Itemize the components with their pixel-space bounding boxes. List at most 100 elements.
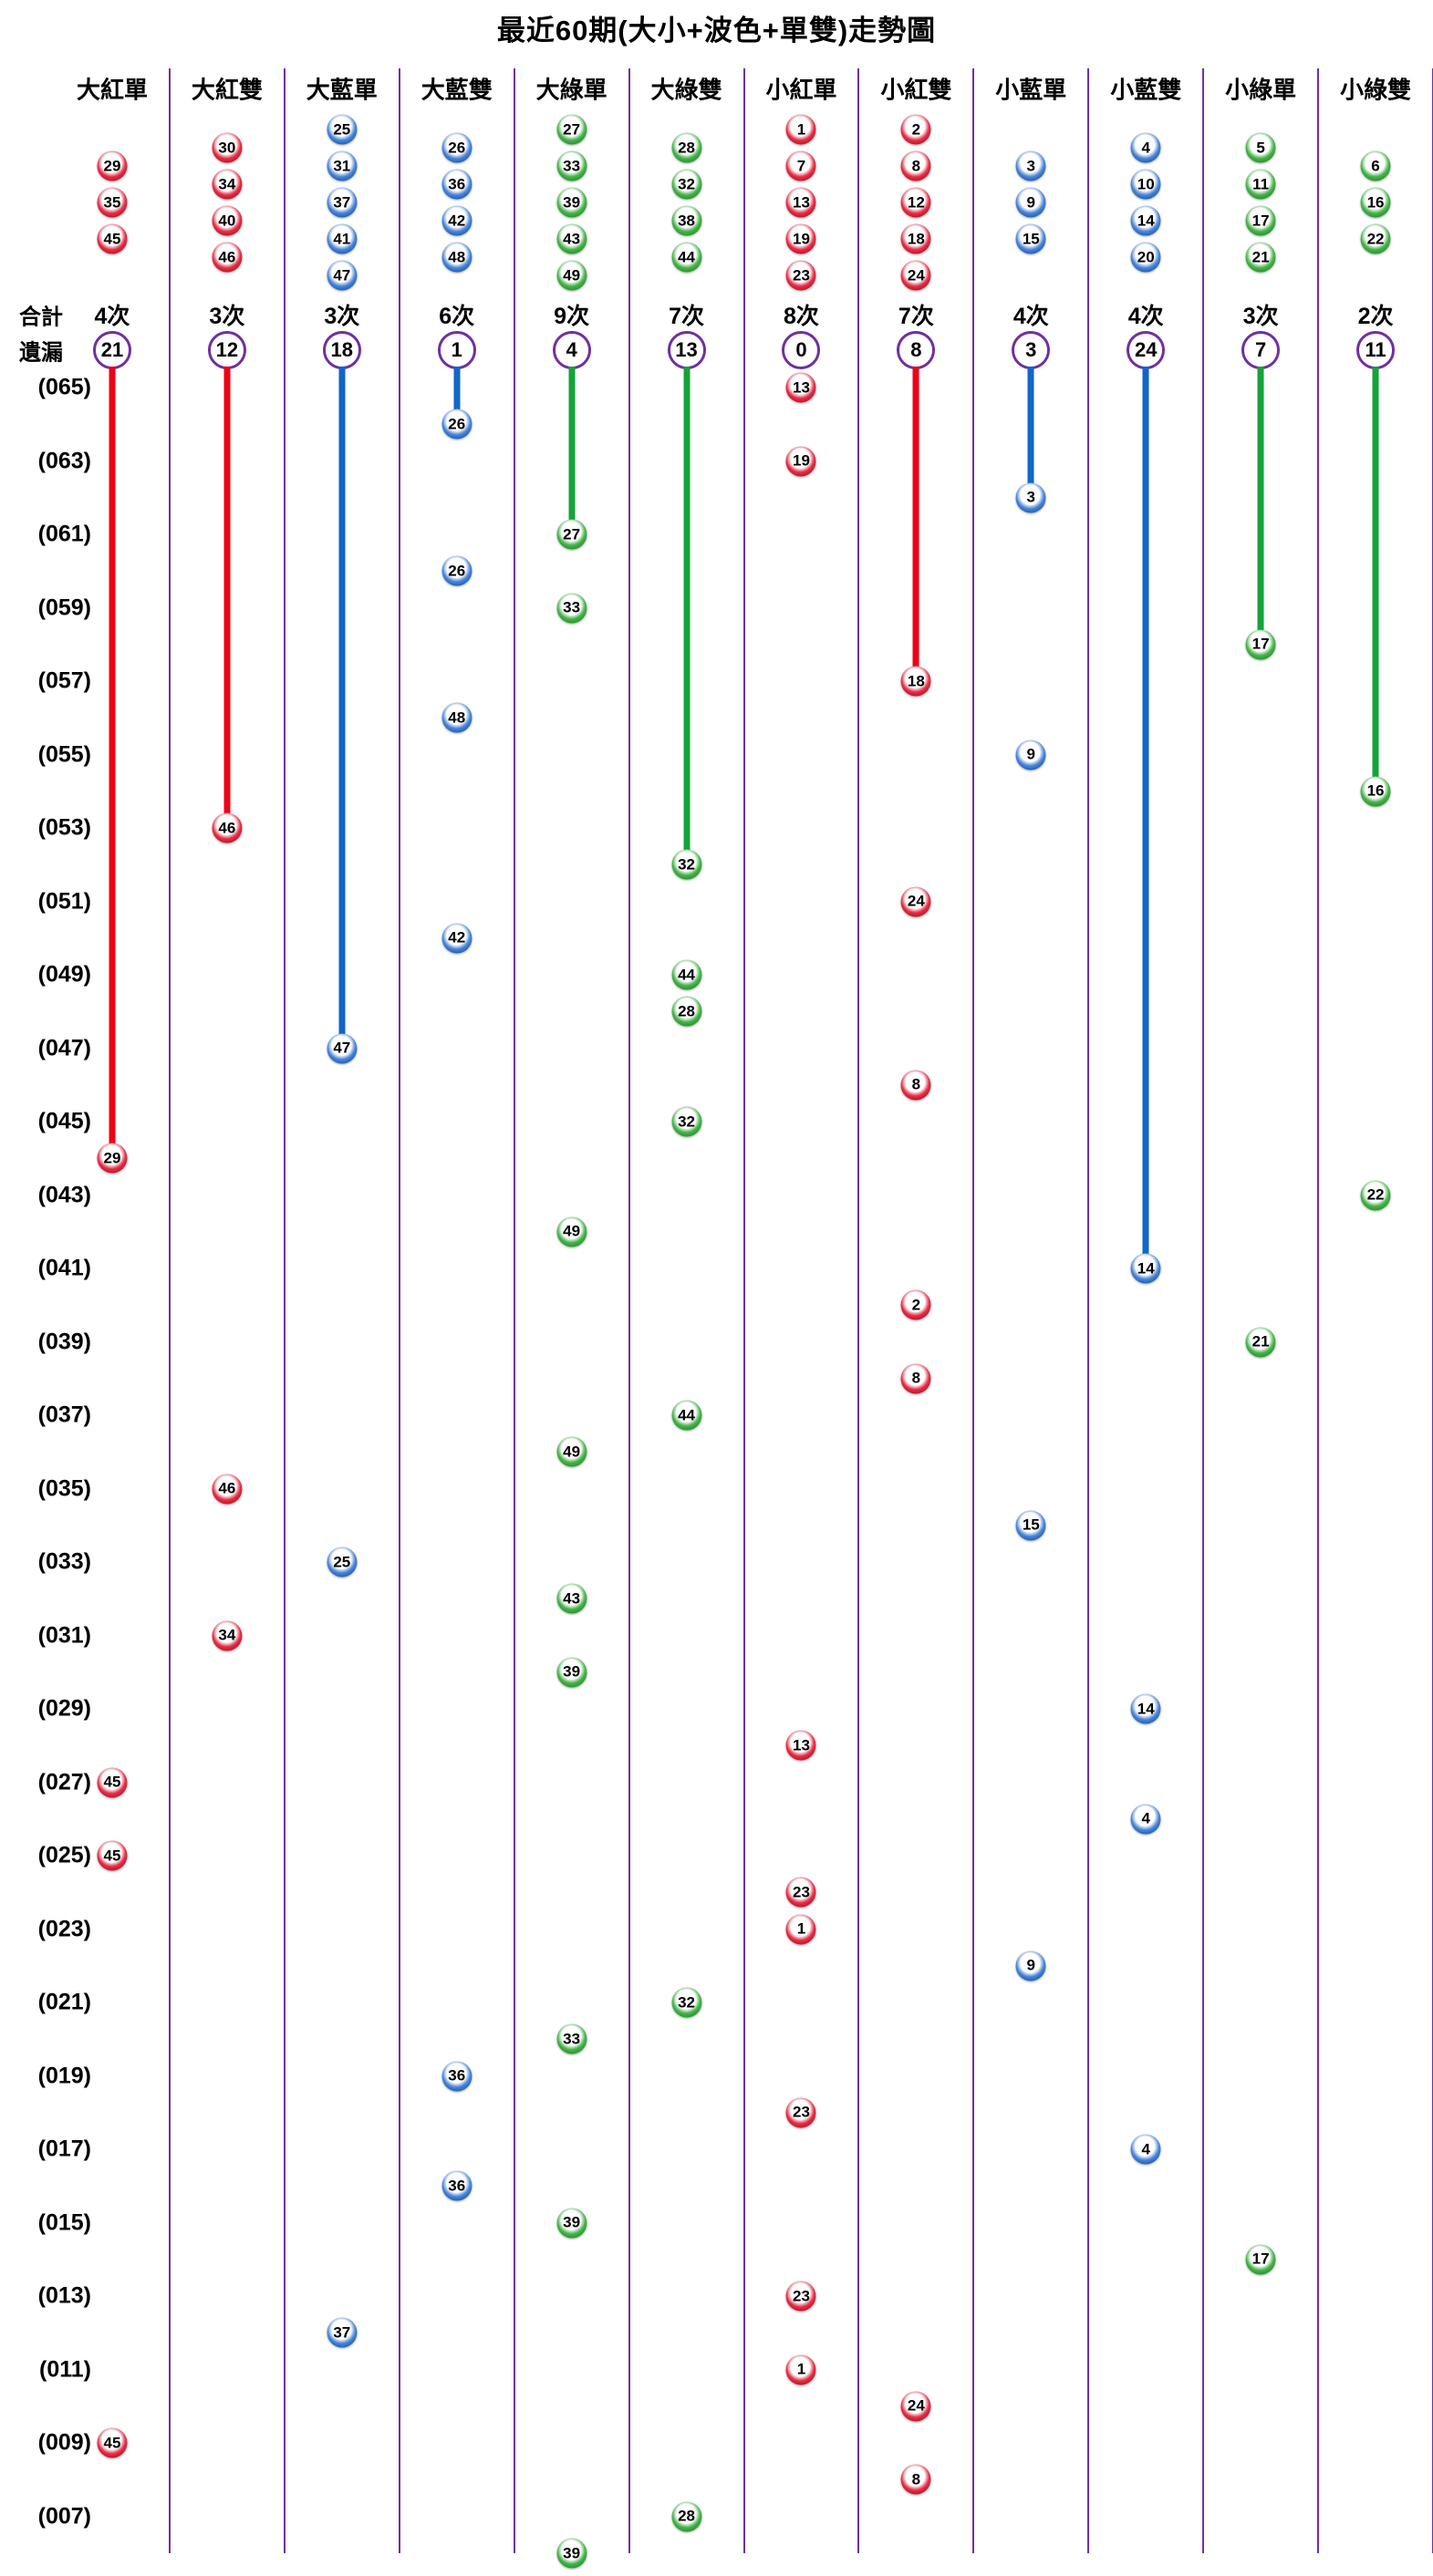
row-label: (045) — [37, 1108, 91, 1134]
chart-ball: 28 — [671, 2501, 702, 2532]
chart-ball: 9 — [1015, 1950, 1046, 1981]
row-label: (029) — [37, 1695, 91, 1722]
row-label: (065) — [37, 374, 91, 400]
group-ball: 37 — [327, 187, 358, 218]
missing-circle: 24 — [1127, 331, 1166, 369]
missing-circle: 13 — [667, 331, 706, 369]
chart-ball: 44 — [671, 959, 702, 990]
row-label: (047) — [37, 1035, 91, 1061]
row-label: (027) — [37, 1769, 91, 1795]
group-ball: 49 — [556, 260, 587, 291]
chart-ball: 32 — [671, 1106, 702, 1137]
column-header: 大藍單 — [306, 76, 378, 104]
total-row-label: 合計 — [19, 305, 63, 330]
trend-line — [223, 367, 231, 829]
group-ball: 1 — [785, 114, 816, 145]
column-header: 小藍單 — [995, 76, 1067, 104]
missing-circle: 7 — [1241, 331, 1281, 369]
row-label: (053) — [37, 814, 91, 841]
missing-circle: 0 — [782, 331, 821, 369]
chart-ball: 34 — [212, 1620, 243, 1651]
group-ball: 17 — [1245, 205, 1276, 236]
column-header: 小綠雙 — [1340, 76, 1412, 104]
chart-ball: 21 — [1245, 1327, 1276, 1358]
column-separator — [1317, 68, 1320, 2553]
group-ball: 28 — [671, 132, 702, 163]
missing-circle: 21 — [92, 331, 131, 369]
group-ball: 2 — [900, 114, 931, 145]
chart-ball: 45 — [97, 1767, 128, 1798]
group-ball: 14 — [1130, 205, 1161, 236]
chart-ball: 13 — [785, 1730, 816, 1761]
chart-ball: 45 — [97, 1840, 128, 1871]
row-label: (017) — [37, 2136, 91, 2162]
total-count: 3次 — [209, 304, 245, 329]
column-header: 大綠單 — [535, 76, 607, 104]
chart-ball: 32 — [671, 849, 702, 880]
chart-ball: 45 — [97, 2427, 128, 2458]
group-ball: 6 — [1360, 150, 1391, 181]
chart-ball: 23 — [785, 2097, 816, 2128]
row-label: (011) — [39, 2356, 91, 2383]
chart-ball: 2 — [900, 1289, 931, 1320]
chart-ball: 33 — [556, 2023, 587, 2054]
chart-ball: 48 — [441, 702, 472, 733]
row-label: (023) — [37, 1916, 91, 1942]
chart-ball: 43 — [556, 1583, 587, 1614]
group-ball: 8 — [900, 150, 931, 181]
trend-line — [338, 367, 346, 1049]
chart-ball: 47 — [327, 1033, 358, 1064]
chart-ball: 18 — [900, 666, 931, 697]
group-ball: 42 — [441, 205, 472, 236]
trend-line — [568, 367, 576, 535]
group-ball: 4 — [1130, 132, 1161, 163]
total-count: 4次 — [94, 304, 130, 329]
chart-ball: 17 — [1245, 2244, 1276, 2275]
row-label: (033) — [37, 1548, 91, 1575]
column-separator — [398, 68, 400, 2553]
chart-ball: 8 — [900, 1070, 931, 1101]
chart-ball: 36 — [441, 2170, 472, 2201]
chart-ball: 14 — [1130, 1693, 1161, 1724]
chart-ball: 14 — [1130, 1253, 1161, 1284]
row-label: (019) — [37, 2063, 91, 2089]
group-ball: 30 — [212, 132, 243, 163]
chart-ball: 39 — [556, 1657, 587, 1688]
total-count: 9次 — [554, 304, 590, 329]
trend-line — [1027, 367, 1034, 498]
group-ball: 29 — [97, 150, 128, 181]
column-header: 大藍雙 — [421, 76, 493, 104]
missing-circle: 1 — [437, 331, 476, 369]
group-ball: 18 — [900, 223, 931, 254]
row-label: (025) — [37, 1842, 91, 1868]
total-count: 3次 — [1242, 304, 1279, 329]
group-ball: 10 — [1130, 169, 1161, 200]
group-ball: 25 — [327, 114, 358, 145]
column-header: 大綠雙 — [650, 76, 722, 104]
chart-ball: 9 — [1015, 740, 1046, 771]
chart-ball: 1 — [785, 2354, 816, 2385]
trend-line — [1372, 367, 1379, 791]
group-ball: 34 — [212, 169, 243, 200]
trend-line — [912, 367, 919, 682]
row-label: (015) — [37, 2209, 91, 2236]
column-separator — [742, 68, 745, 2553]
chart-ball: 36 — [441, 2061, 472, 2092]
chart-ball: 23 — [785, 2281, 816, 2312]
row-label: (043) — [37, 1182, 91, 1208]
trend-line — [1257, 367, 1264, 645]
chart-ball: 42 — [441, 923, 472, 954]
group-ball: 40 — [212, 205, 243, 236]
group-ball: 39 — [556, 187, 587, 218]
chart-ball: 1 — [785, 1914, 816, 1945]
group-ball: 19 — [785, 223, 816, 254]
trend-line — [1142, 367, 1149, 1269]
column-separator — [1087, 68, 1090, 2553]
group-ball: 16 — [1360, 187, 1391, 218]
chart-ball: 37 — [327, 2317, 358, 2348]
column-header: 小紅雙 — [880, 76, 952, 104]
chart-ball: 49 — [556, 1216, 587, 1247]
page-title: 最近60期(大小+波色+單雙)走勢圖 — [496, 15, 937, 47]
column-header: 小紅單 — [765, 76, 837, 104]
chart-ball: 24 — [900, 2391, 931, 2422]
